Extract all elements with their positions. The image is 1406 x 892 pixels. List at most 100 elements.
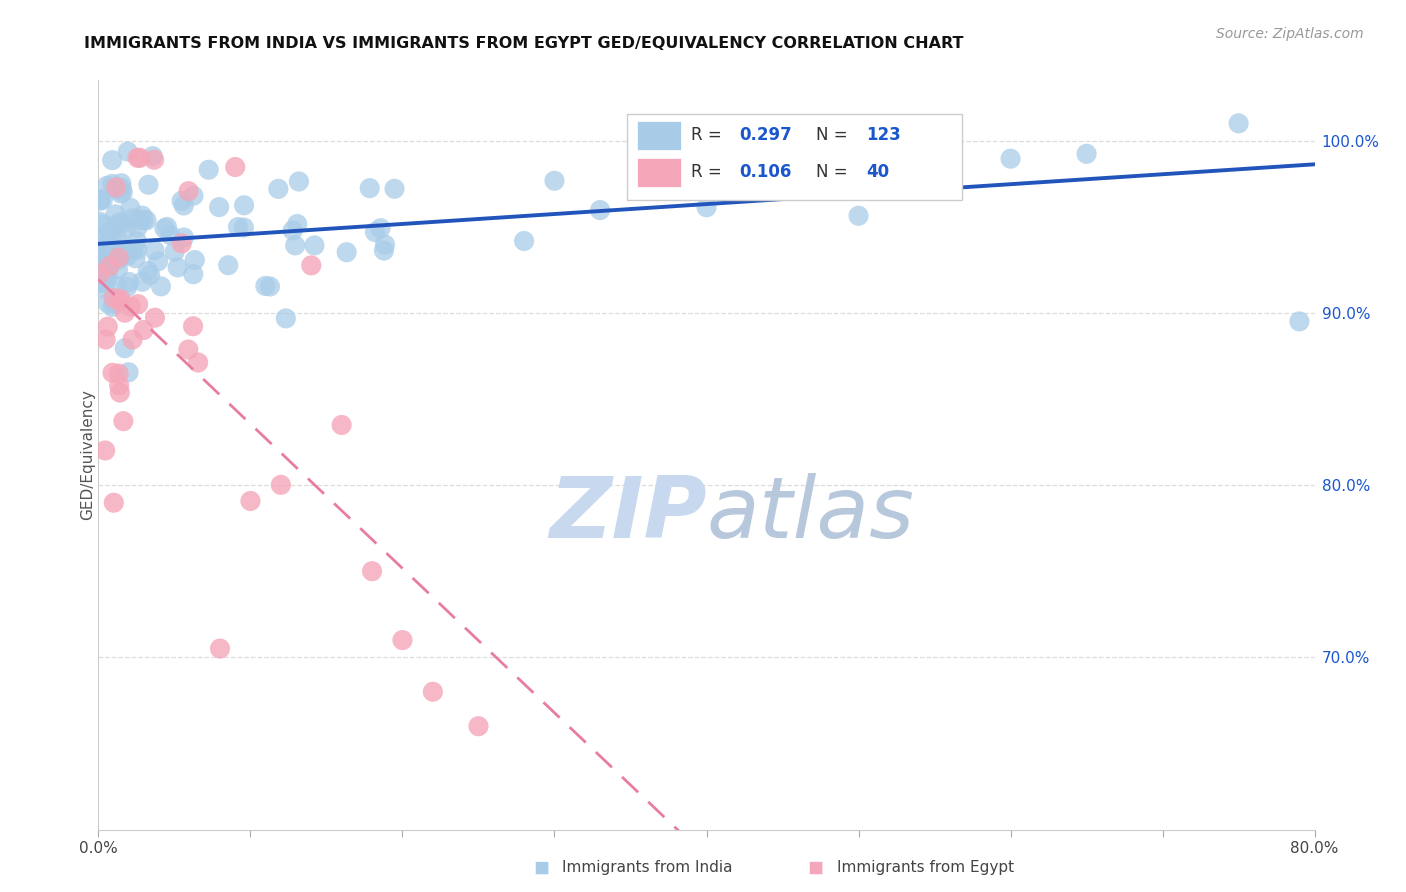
Point: [142, 149, 165, 163]
Point: [239, 494, 262, 508]
Point: [97, 270, 120, 285]
Point: [94, 443, 117, 458]
Point: [96, 265, 118, 279]
Point: [101, 300, 124, 314]
Point: [1076, 146, 1098, 161]
Point: [114, 306, 136, 320]
Point: [117, 145, 139, 159]
Point: [181, 267, 204, 281]
Point: [105, 182, 128, 196]
Point: [122, 211, 145, 226]
Point: [374, 237, 396, 252]
Point: [259, 279, 281, 293]
Point: [122, 242, 145, 256]
Point: [1288, 314, 1310, 328]
Point: [111, 186, 134, 200]
Point: [181, 319, 204, 334]
Point: [589, 202, 612, 217]
Point: [170, 236, 193, 251]
Point: [105, 180, 128, 194]
Point: [94, 276, 117, 290]
Point: [364, 225, 387, 239]
Point: [104, 207, 127, 221]
Point: [100, 257, 122, 271]
Point: [89, 252, 111, 267]
Point: [233, 198, 256, 212]
Point: [94, 240, 117, 254]
Point: [110, 186, 132, 201]
Point: [89, 194, 111, 208]
Point: [117, 249, 139, 263]
Point: [98, 248, 121, 262]
Point: [166, 260, 188, 275]
Point: [1227, 116, 1250, 130]
Point: [93, 266, 115, 280]
Point: [107, 251, 129, 265]
Point: [217, 258, 239, 272]
Point: [696, 200, 718, 214]
Point: [177, 343, 200, 357]
Point: [224, 160, 246, 174]
Point: [373, 244, 395, 258]
Point: [120, 201, 142, 215]
Point: [391, 633, 413, 648]
Point: [98, 225, 121, 239]
Point: [94, 333, 117, 347]
Point: [267, 182, 290, 196]
Text: R =: R =: [690, 126, 727, 144]
Point: [159, 227, 181, 242]
Point: [281, 223, 304, 237]
Point: [101, 177, 124, 191]
Point: [90, 241, 112, 255]
Point: [89, 244, 111, 258]
Text: atlas: atlas: [707, 474, 914, 557]
Point: [304, 238, 326, 252]
Point: [117, 365, 139, 379]
Point: [209, 641, 232, 656]
Text: 0.297: 0.297: [740, 126, 792, 144]
Point: [104, 297, 127, 311]
Point: [173, 198, 195, 212]
Point: [91, 193, 114, 207]
Point: [665, 174, 688, 188]
Point: [543, 174, 565, 188]
Point: [115, 221, 138, 235]
Point: [127, 297, 149, 311]
Point: [359, 181, 381, 195]
Point: [132, 323, 155, 337]
Text: ZIP: ZIP: [548, 474, 707, 557]
Point: [384, 182, 406, 196]
Point: [127, 151, 149, 165]
Point: [110, 250, 132, 264]
Point: [96, 260, 118, 274]
Point: [208, 200, 231, 214]
Point: [299, 259, 322, 273]
Point: [254, 279, 277, 293]
Point: [101, 240, 124, 254]
Point: [330, 417, 353, 432]
Point: [89, 276, 111, 290]
Point: [111, 216, 134, 230]
Text: 123: 123: [866, 126, 901, 144]
Point: [336, 245, 359, 260]
Point: [105, 279, 128, 293]
Point: [108, 385, 131, 400]
Point: [91, 260, 114, 275]
Point: [127, 243, 149, 257]
Point: [110, 176, 132, 190]
Point: [115, 280, 138, 294]
Point: [125, 235, 148, 249]
Point: [100, 231, 122, 245]
Point: [226, 219, 249, 234]
Point: [288, 174, 311, 188]
Point: [97, 296, 120, 310]
Point: [89, 281, 111, 295]
Text: Source: ZipAtlas.com: Source: ZipAtlas.com: [1216, 27, 1364, 41]
Point: [93, 243, 115, 257]
Point: [108, 294, 131, 309]
Point: [270, 478, 292, 492]
Point: [101, 153, 124, 168]
Point: [101, 366, 124, 380]
Point: [89, 215, 111, 229]
Point: [129, 213, 152, 227]
